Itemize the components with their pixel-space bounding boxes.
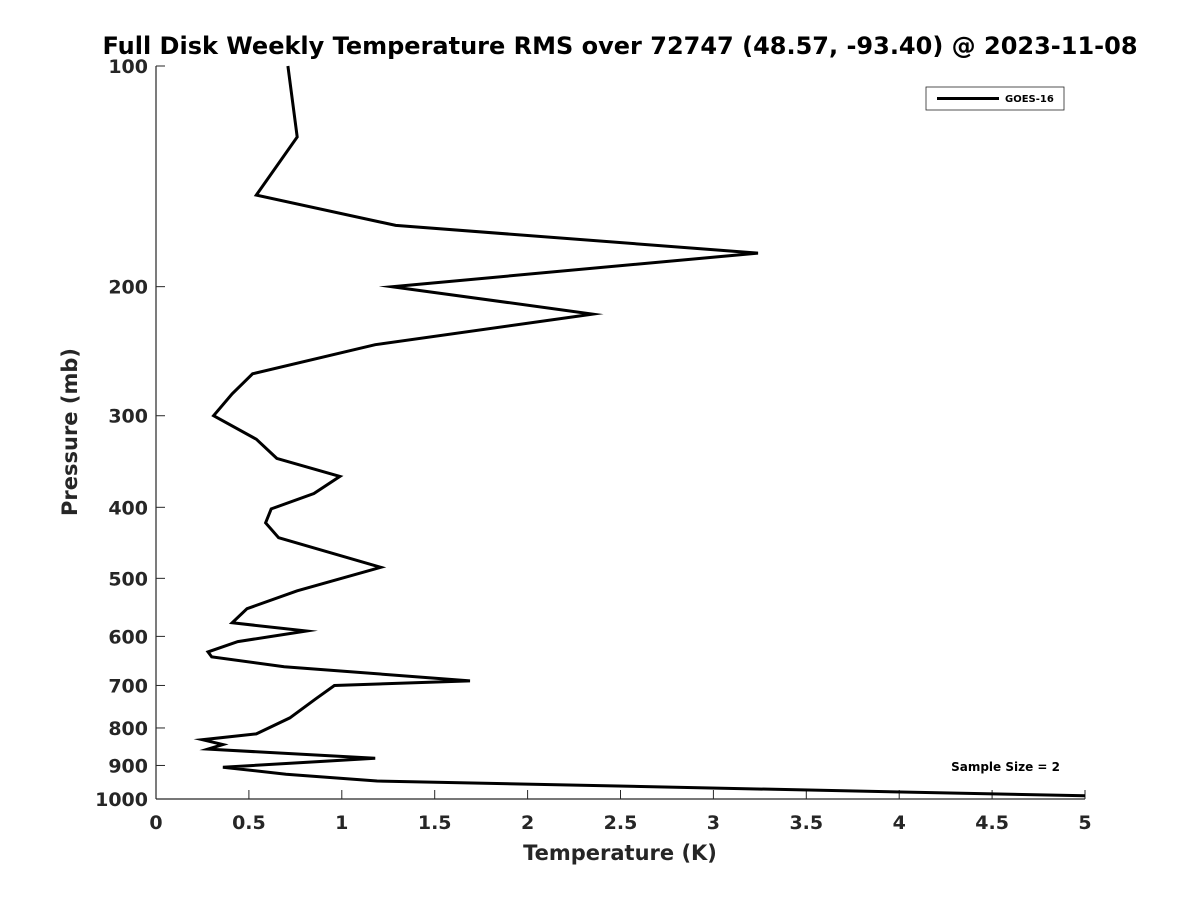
y-tick-label: 200 <box>108 277 148 299</box>
y-tick-label: 800 <box>108 718 148 740</box>
legend: GOES-16 <box>925 86 1065 111</box>
x-ticks: 0 0.5 1 1.5 2 2.5 3 3.5 4 4.5 5 <box>149 790 1092 834</box>
x-tick-label: 2.5 <box>604 812 638 834</box>
chart-title: Full Disk Weekly Temperature RMS over 72… <box>102 32 1137 60</box>
x-tick-label: 5 <box>1078 812 1091 834</box>
x-tick-label: 2 <box>521 812 534 834</box>
plot-area: 0 0.5 1 1.5 2 2.5 3 3.5 4 4.5 5 100 200 300 400 500 600… <box>95 56 1092 834</box>
y-tick-label: 900 <box>108 755 148 777</box>
y-ticks: 100 200 300 400 500 600 700 800 900 1000 <box>95 56 165 811</box>
series-group <box>193 65 1086 798</box>
x-tick-label: 0 <box>149 812 162 834</box>
x-tick-label: 3.5 <box>789 812 823 834</box>
y-tick-label: 600 <box>108 626 148 648</box>
y-axis-label: Pressure (mb) <box>58 348 82 516</box>
y-tick-label: 700 <box>108 675 148 697</box>
y-tick-label: 100 <box>108 56 148 78</box>
series-line-goes-16 <box>193 65 1086 798</box>
sample-size-annotation: Sample Size = 2 <box>951 760 1060 774</box>
y-tick-label: 1000 <box>95 789 148 811</box>
x-tick-label: 4.5 <box>975 812 1009 834</box>
x-tick-label: 3 <box>707 812 720 834</box>
x-tick-label: 1.5 <box>418 812 452 834</box>
legend-entry-goes-16: GOES-16 <box>1005 94 1054 105</box>
y-tick-label: 500 <box>108 568 148 590</box>
x-axis-label: Temperature (K) <box>523 841 717 865</box>
x-tick-label: 0.5 <box>232 812 266 834</box>
x-tick-label: 1 <box>335 812 348 834</box>
x-tick-label: 4 <box>893 812 906 834</box>
y-tick-label: 400 <box>108 497 148 519</box>
y-tick-label: 300 <box>108 406 148 428</box>
